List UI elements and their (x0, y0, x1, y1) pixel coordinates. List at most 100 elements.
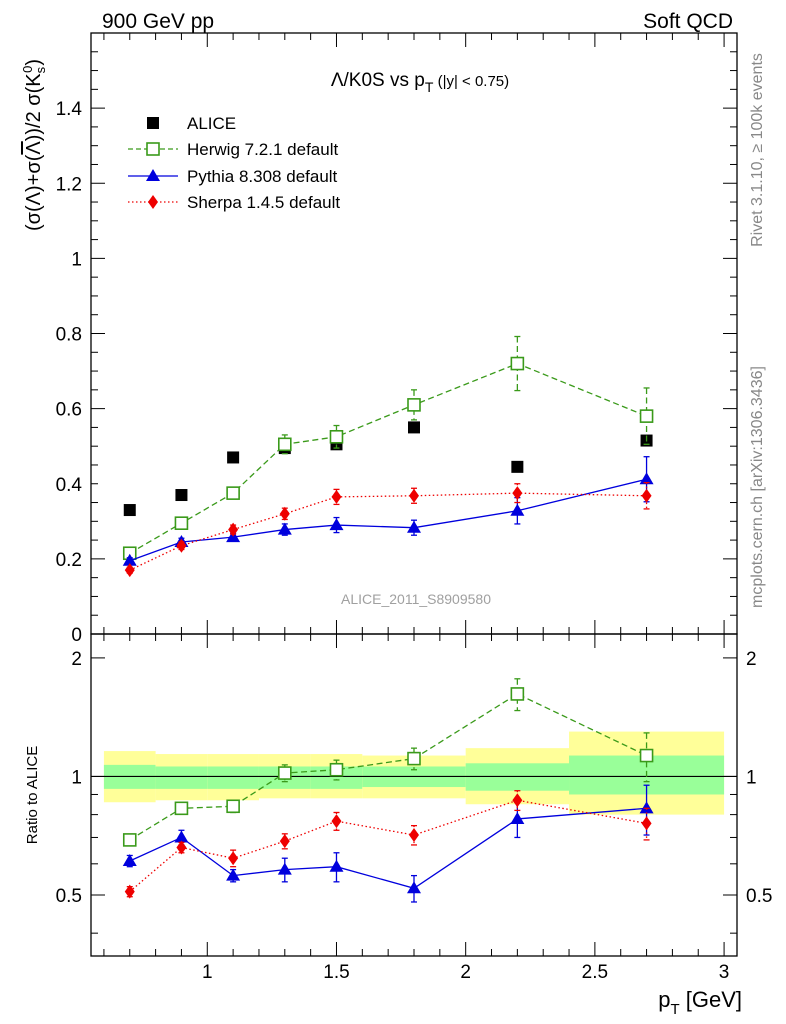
ratio-y-tick-label: 2 (71, 649, 82, 670)
ratio-pythia-point (122, 853, 137, 866)
main-y-tick-label: 1.2 (56, 174, 82, 195)
main-y-tick-label: 0 (71, 625, 82, 646)
x-axis-unit: [GeV] (680, 987, 742, 1012)
title-cut: (|y| < 0.75) (433, 73, 509, 90)
main-sherpa-point (124, 563, 135, 578)
main-herwig-point (639, 409, 654, 423)
ratio-herwig-point (122, 833, 137, 847)
main-pythia-point (277, 522, 292, 535)
x-tick-label: 3 (719, 962, 730, 983)
main-y-tick-label: 1.4 (56, 99, 83, 120)
main-pythia-point (510, 503, 525, 516)
ratio-plot-data (122, 678, 654, 903)
legend: ALICE Herwig 7.2.1 default Pythia 8.308 … (128, 114, 340, 212)
ratio-herwig-line (129, 693, 647, 841)
ratio-herwig-point (226, 799, 240, 814)
ratio-pythia-point (277, 862, 292, 875)
main-pythia-line (129, 478, 647, 562)
main-herwig-point (329, 429, 344, 444)
main-sherpa-point (641, 488, 652, 503)
lambda-bar: Λ (23, 141, 45, 155)
ratio-sherpa-point (641, 816, 652, 831)
main-y-tick-label: 0.8 (56, 325, 82, 346)
main-pythia-point (639, 472, 654, 485)
main-pythia-point (329, 518, 344, 531)
main-y-tick-label: 1 (71, 249, 82, 270)
k0-sub: s (33, 66, 48, 73)
legend-label-sherpa: Sherpa 1.4.5 default (187, 193, 340, 212)
legend-label-pythia: Pythia 8.308 default (187, 167, 338, 186)
ratio-herwig-point (277, 766, 292, 780)
legend-label-alice: ALICE (187, 114, 236, 133)
x-axis-subscript: T (670, 1001, 679, 1018)
main-y-ticks: 0 0.2 0.4 0.6 0.8 1 1.2 1.4 (56, 32, 737, 646)
main-herwig-point (407, 398, 421, 412)
pythia-marker-icon (146, 169, 160, 181)
main-sherpa-point (228, 522, 239, 537)
x-tick-label: 1 (202, 962, 213, 983)
ratio-herwig-point (639, 748, 654, 763)
ratio-x-ticks: 1 1.5 2 2.5 3 (103, 634, 730, 983)
ratio-band-inner (155, 766, 208, 789)
ratio-pythia-point (639, 801, 654, 814)
ratio-sherpa-point (228, 851, 239, 866)
main-y-tick-label: 0.6 (56, 400, 82, 421)
legend-label-herwig: Herwig 7.2.1 default (187, 140, 338, 159)
x-tick-label: 2 (460, 962, 471, 983)
main-y-tick-label: 0.4 (56, 475, 83, 496)
ratio-y-tick-label-right: 2 (746, 649, 757, 670)
ratio-sherpa-point (331, 814, 342, 829)
rivet-version-label: Rivet 3.1.10, ≥ 100k events (749, 53, 766, 247)
ratio-y-tick-label-right: 1 (746, 767, 757, 788)
main-panel: 0 0.2 0.4 0.6 0.8 1 1.2 1.4 Λ/K0S vs pT (|y| < … (20, 32, 738, 646)
main-sherpa-point (331, 489, 342, 504)
main-alice-point (408, 421, 420, 434)
main-pythia-point (122, 553, 137, 566)
energy-label: 900 GeV pp (102, 10, 214, 33)
main-sherpa-point (409, 488, 419, 503)
main-x-ticks (103, 33, 725, 634)
x-tick-label: 1.5 (323, 962, 349, 983)
ratio-herwig-point (510, 687, 525, 701)
ratio-sherpa-point (176, 840, 187, 855)
main-herwig-line (129, 362, 647, 554)
herwig-marker-icon (146, 142, 160, 156)
ratio-band-inner (310, 766, 363, 789)
ratio-sherpa-point (279, 834, 290, 849)
ratio-sherpa-line (129, 799, 647, 893)
main-pythia-point (407, 520, 421, 533)
ratio-sherpa-point (409, 828, 419, 843)
ylabel-close: ) (23, 59, 45, 66)
ratio-uncertainty-bands (103, 731, 725, 815)
title-text: Λ/K0S vs p (331, 70, 425, 91)
main-sherpa-point (279, 506, 290, 521)
ratio-y-tick-label: 0.5 (56, 886, 82, 907)
main-y-tick-label: 0.2 (56, 550, 82, 571)
ratio-pythia-point (329, 859, 344, 872)
ratio-pythia-line (129, 807, 647, 889)
ratio-pythia-point (510, 811, 525, 824)
main-plot-title: Λ/K0S vs pT (|y| < 0.75) (331, 70, 509, 95)
alice-marker-icon (147, 117, 159, 129)
main-herwig-point (174, 516, 189, 530)
ratio-sherpa-point (512, 793, 523, 808)
main-alice-point (175, 489, 188, 502)
ratio-band-inner (207, 766, 259, 789)
main-herwig-point (277, 437, 292, 452)
sherpa-marker-icon (148, 195, 158, 209)
x-axis-label: pT [GeV] (658, 987, 742, 1018)
title-subscript: T (425, 79, 434, 95)
ratio-pythia-point (407, 881, 421, 894)
main-sherpa-line (129, 492, 647, 571)
process-label: Soft QCD (643, 10, 733, 33)
legend-item-pythia: Pythia 8.308 default (128, 167, 338, 186)
legend-item-sherpa: Sherpa 1.4.5 default (128, 193, 340, 212)
ratio-panel: 0.5 0.5 1 1 2 2 1 1.5 2 2.5 3 Ratio to ALICE pT [… (24, 633, 772, 1018)
main-alice-point (227, 451, 240, 464)
ratio-herwig-point (407, 751, 421, 766)
ratio-herwig-point (329, 762, 344, 777)
ratio-y-ticks: 0.5 0.5 1 1 2 2 (56, 649, 772, 934)
ratio-pythia-point (226, 868, 241, 881)
mcplots-label: mcplots.cern.ch [arXiv:1306.3436] (749, 366, 766, 608)
